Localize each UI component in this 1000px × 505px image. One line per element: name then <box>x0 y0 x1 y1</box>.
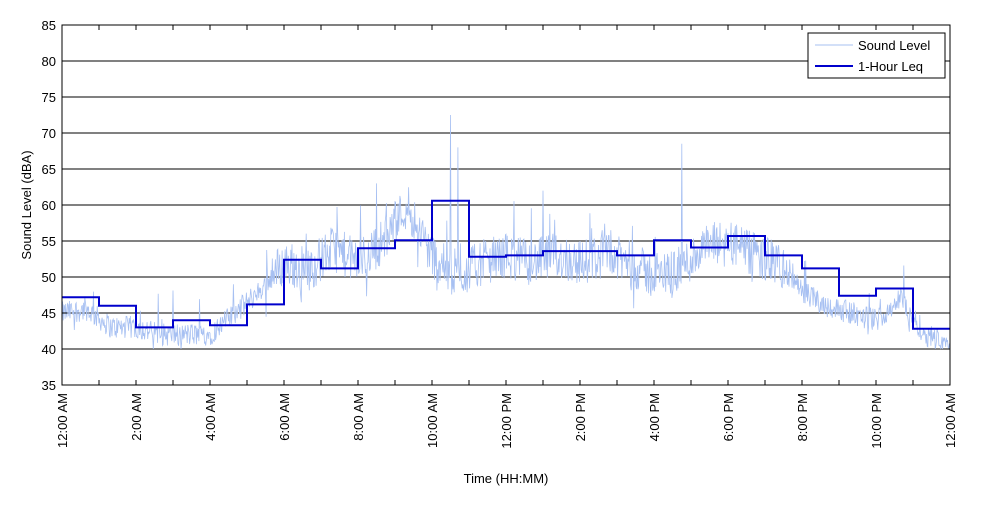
y-tick-label-45: 45 <box>42 306 56 321</box>
legend-box <box>807 32 946 79</box>
y-tick-label-35: 35 <box>42 378 56 393</box>
y-tick-label-65: 65 <box>42 162 56 177</box>
y-tick-label-70: 70 <box>42 126 56 141</box>
y-tick-label-85: 85 <box>42 18 56 33</box>
x-tick-label: 8:00 AM <box>351 393 366 441</box>
leq-step-line <box>62 199 950 330</box>
leq-layer <box>62 199 950 330</box>
x-tick-label: 2:00 AM <box>129 393 144 441</box>
x-tick-label: 8:00 PM <box>795 393 810 441</box>
y-tick-label-50: 50 <box>42 270 56 285</box>
legend-label-sound-level: Sound Level <box>858 38 930 53</box>
x-tick-label: 2:00 PM <box>573 393 588 441</box>
sound-level-layer <box>61 114 951 350</box>
legend: Sound Level 1-Hour Leq <box>807 32 946 79</box>
x-tick-label: 6:00 PM <box>721 393 736 441</box>
grid-layer <box>62 60 950 350</box>
x-tick-label: 12:00 AM <box>943 393 958 448</box>
sound-level-line <box>61 114 951 350</box>
y-axis-label: Sound Level (dBA) <box>19 150 34 259</box>
y-tick-label-40: 40 <box>42 342 56 357</box>
y-tick-label-55: 55 <box>42 234 56 249</box>
x-axis-label: Time (HH:MM) <box>464 471 549 486</box>
y-tick-label-75: 75 <box>42 90 56 105</box>
tick-layer: 35 40 45 50 55 60 65 70 75 80 85 12:00 AM 2:00 AM 4:0… <box>42 18 958 449</box>
x-tick-label: 12:00 PM <box>499 393 514 449</box>
x-tick-label: 10:00 PM <box>869 393 884 449</box>
y-tick-label-80: 80 <box>42 54 56 69</box>
x-tick-label: 10:00 AM <box>425 393 440 448</box>
x-tick-label: 6:00 AM <box>277 393 292 441</box>
legend-label-leq: 1-Hour Leq <box>858 59 923 74</box>
x-tick-label: 4:00 PM <box>647 393 662 441</box>
x-tick-label: 12:00 AM <box>55 393 70 448</box>
x-tick-label: 4:00 AM <box>203 393 218 441</box>
y-tick-label-60: 60 <box>42 198 56 213</box>
